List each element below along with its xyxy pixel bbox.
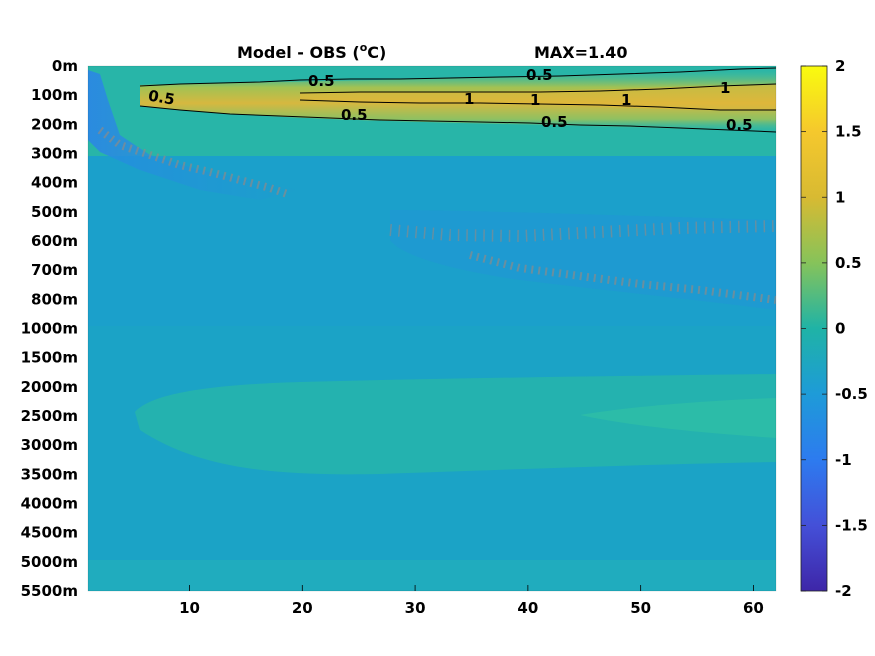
plot-frame [87, 65, 777, 592]
y-tick-label: 300m [31, 145, 78, 163]
colorbar-tick-label: -2 [835, 582, 852, 600]
y-tick-label: 700m [31, 261, 78, 279]
contour-line-0p5-lower [139, 105, 776, 133]
x-tick-label: 50 [630, 599, 651, 617]
contour-label: 1 [530, 91, 540, 109]
y-tick-label: 0m [52, 57, 78, 75]
contour-label: 0.5 [147, 86, 176, 108]
y-tick-label: 3000m [21, 436, 78, 454]
gray-contour-east-upper [389, 220, 776, 243]
y-tick-label: 2000m [21, 378, 78, 396]
contour-label: 0.5 [341, 106, 368, 124]
colorbar-tick-label: 1 [835, 188, 845, 206]
x-tick-label: 10 [179, 599, 200, 617]
y-tick-label: 200m [31, 115, 78, 133]
warm-band-core [300, 84, 776, 111]
colorbar-ticks: 2 1.5 1 0.5 0 -0.5 -1 -1.5 -2 [801, 57, 868, 600]
contour-label: 1 [621, 91, 631, 109]
contour-line-1-upper [299, 83, 776, 94]
y-tick-label: 4000m [21, 495, 78, 513]
contour-label: 0.5 [526, 66, 553, 84]
abyssal-core [580, 398, 776, 438]
y-tick-label: 1000m [21, 320, 78, 338]
y-tick-label: 3500m [21, 465, 78, 483]
contour-labels: 0.5 0.5 0.5 1 1 1 1 0.5 0.5 0.5 [147, 66, 753, 134]
contour-line-0p5-upper [139, 67, 776, 87]
colorbar-tick-label: 1.5 [835, 123, 862, 141]
max-label: MAX=1.40 [534, 43, 628, 62]
cold-west-anomaly [88, 70, 300, 200]
y-tick-label: 5500m [21, 582, 78, 600]
x-axis-ticks: 10 20 30 40 50 60 [179, 585, 764, 617]
contour-label: 1 [720, 79, 730, 97]
y-tick-label: 400m [31, 174, 78, 192]
cold-east-anomaly [390, 210, 776, 310]
x-tick-label: 40 [517, 599, 538, 617]
gray-contour-east-lower [468, 251, 776, 304]
heatmap-field [88, 66, 776, 591]
contour-label: 0.5 [308, 72, 335, 90]
x-tick-label: 30 [405, 599, 426, 617]
colorbar-tick-label: -1 [835, 451, 852, 469]
mid-depth-layer [88, 156, 776, 326]
svg-text:Model - OBS (oC): Model - OBS (oC) [237, 41, 386, 62]
y-tick-label: 1500m [21, 349, 78, 367]
y-tick-label: 2500m [21, 407, 78, 425]
x-tick-label: 20 [292, 599, 313, 617]
colorbar-tick-label: 2 [835, 57, 845, 75]
x-tick-label: 60 [743, 599, 764, 617]
y-tick-label: 4500m [21, 524, 78, 542]
abyssal-band [135, 374, 776, 475]
y-tick-label: 600m [31, 232, 78, 250]
colorbar-tick-label: -1.5 [835, 516, 868, 534]
y-tick-label: 5000m [21, 553, 78, 571]
chart-title: Model - OBS (oC) [237, 41, 386, 62]
bottom-layer [88, 560, 776, 591]
colorbar: 2 1.5 1 0.5 0 -0.5 -1 -1.5 -2 [800, 57, 868, 600]
gray-contour-west [97, 126, 292, 199]
contour-label: 0.5 [541, 113, 568, 131]
y-tick-label: 800m [31, 290, 78, 308]
colorbar-tick-label: 0.5 [835, 254, 862, 272]
contour-label: 0.5 [726, 116, 753, 134]
colorbar-tick-label: 0 [835, 320, 845, 338]
y-tick-label: 500m [31, 203, 78, 221]
y-tick-label: 100m [31, 86, 78, 104]
y-axis-ticks: 0m 100m 200m 300m 400m 500m 600m 700m 800m 1000m 1… [21, 57, 78, 600]
colorbar-tick-label: -0.5 [835, 385, 868, 403]
contour-line-1-lower [299, 99, 776, 111]
contour-label: 1 [464, 90, 474, 108]
